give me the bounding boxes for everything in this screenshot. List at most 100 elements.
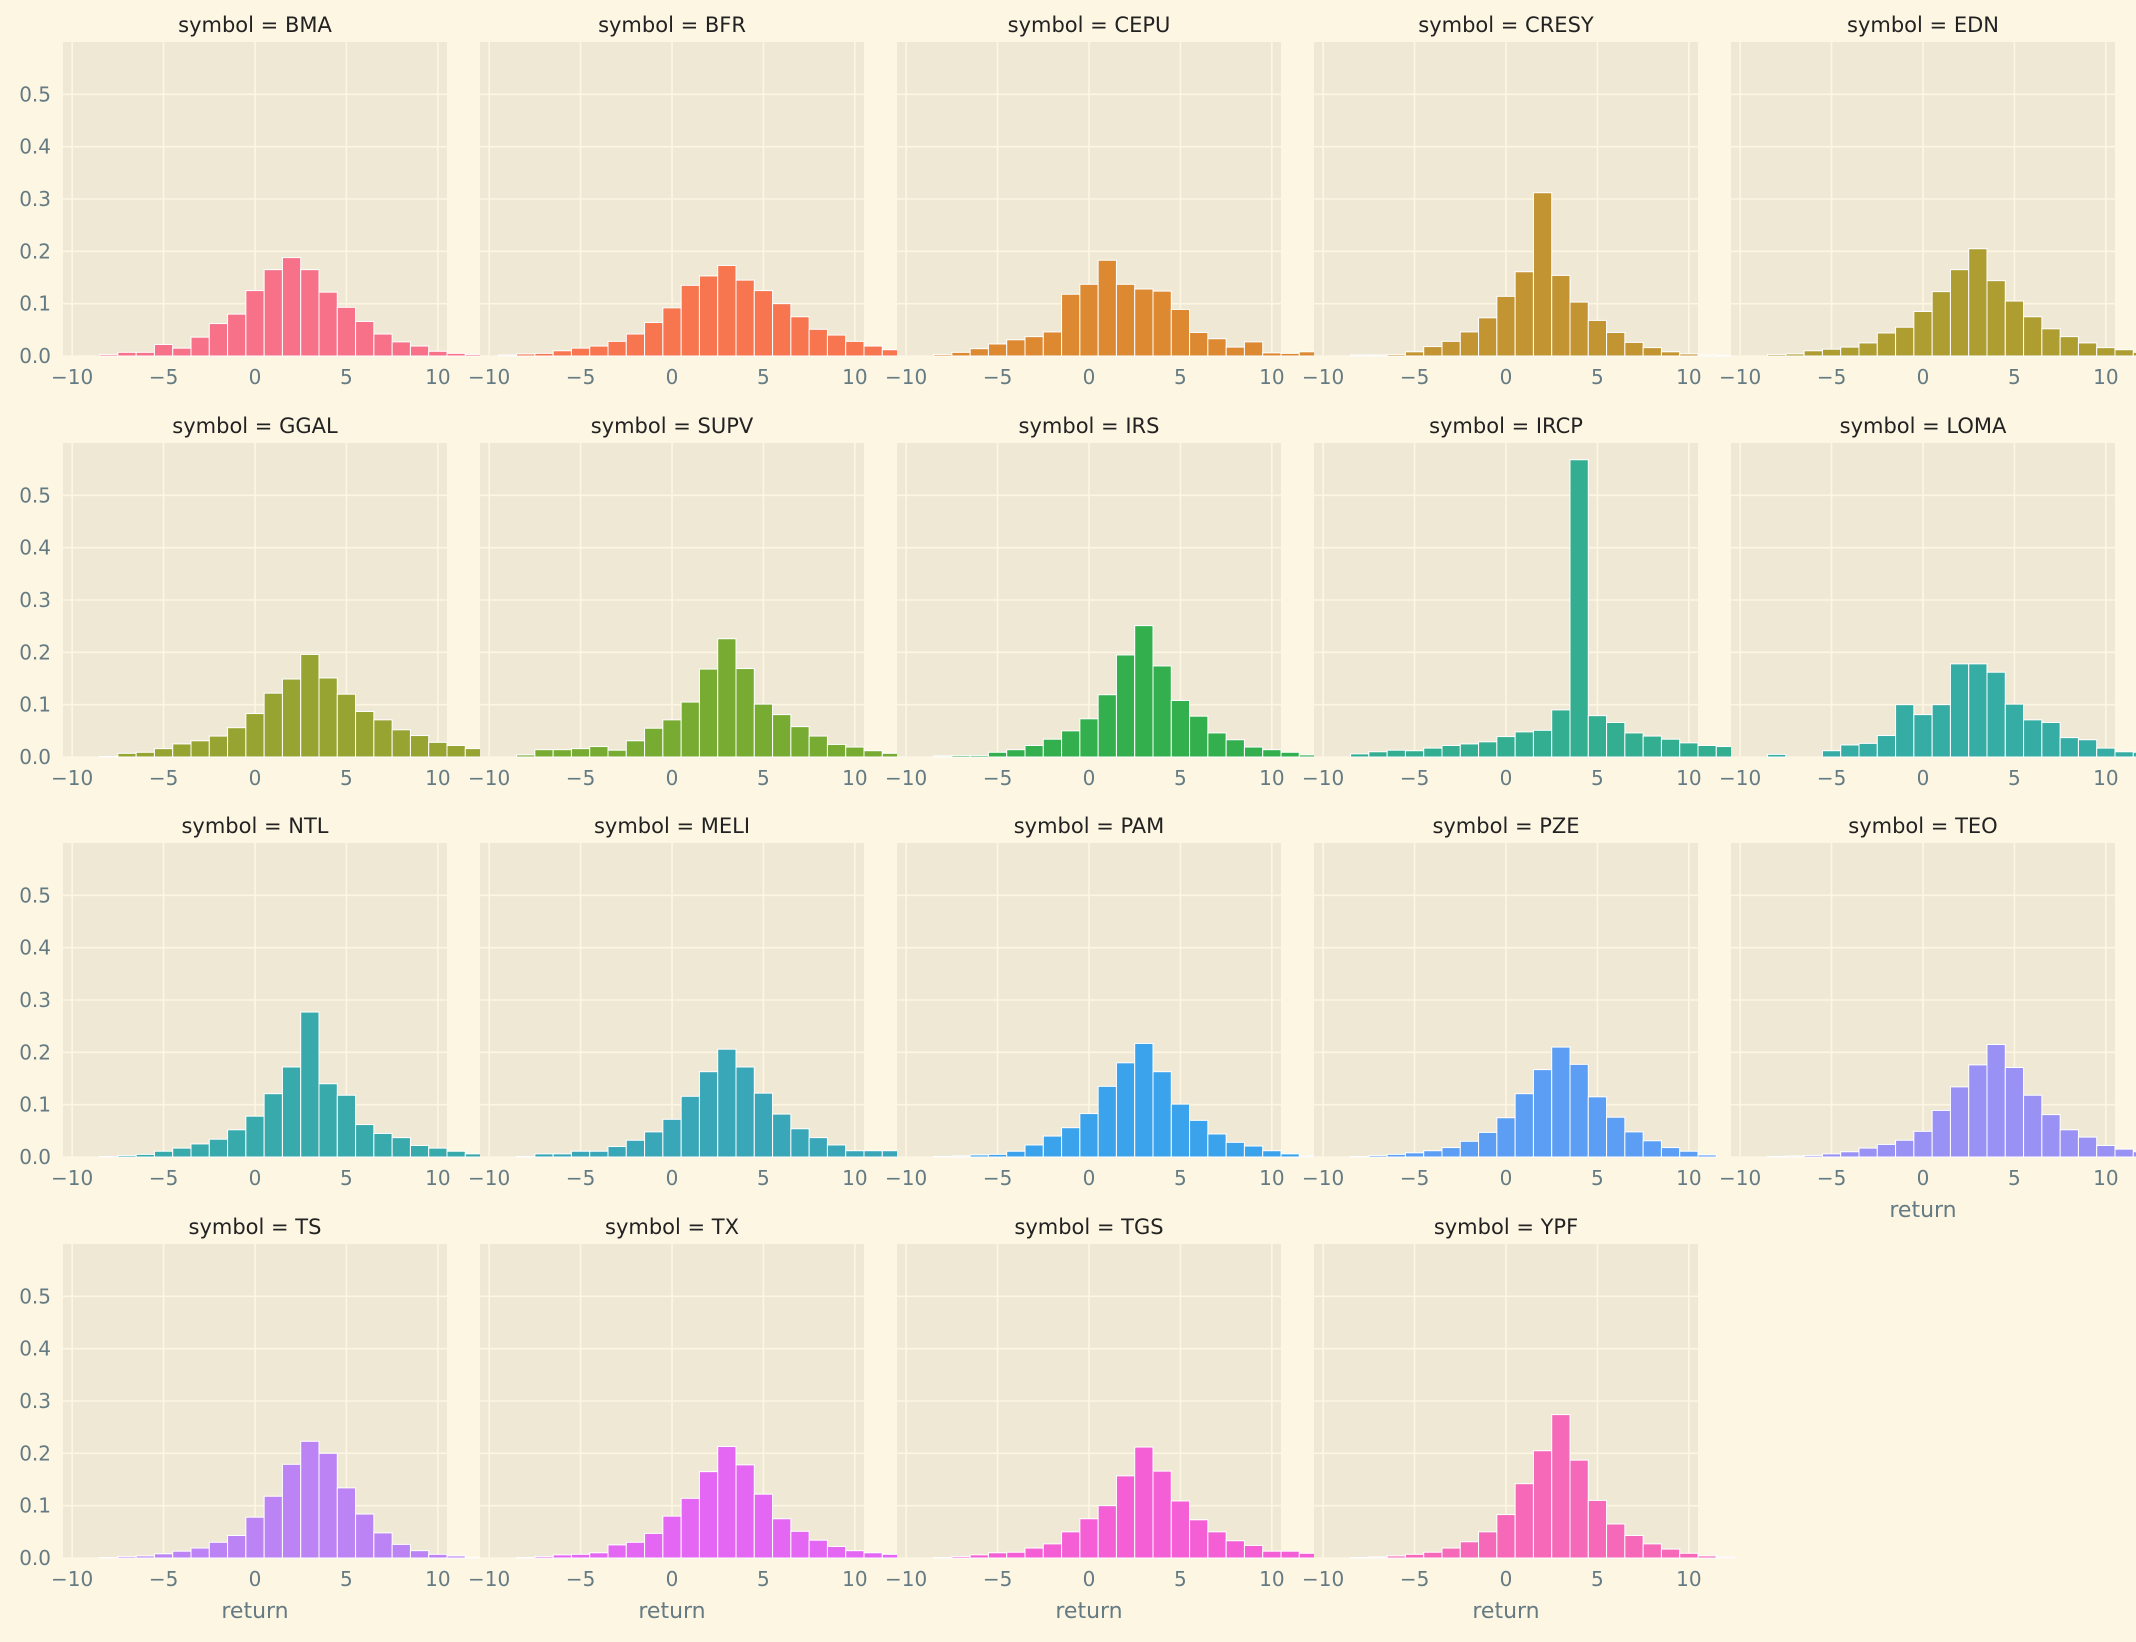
histogram-bar — [227, 727, 247, 758]
histogram-bar — [1441, 340, 1461, 357]
x-tick-label: −5 — [1817, 766, 1846, 790]
histogram-bar — [717, 1048, 737, 1158]
histogram-bar — [845, 1150, 865, 1158]
histogram-bar — [2023, 719, 2043, 758]
x-tick-label: −5 — [566, 1166, 595, 1190]
histogram-bar — [534, 1153, 554, 1158]
facet-panel: symbol = NTL −10 −5 0 5 10 0.0 0.1 0.2 0.3 0.4 0.5 — [19, 814, 503, 1190]
histogram-bar — [1024, 744, 1044, 758]
histogram-bar — [1697, 1555, 1717, 1559]
x-tick-label: −5 — [149, 766, 178, 790]
histogram-bar — [735, 1066, 755, 1158]
histogram-bar — [1386, 353, 1406, 357]
histogram-bar — [516, 754, 536, 758]
y-tick-label: 0.1 — [19, 1494, 51, 1518]
x-tick-label: 0 — [249, 766, 262, 790]
histogram-bar — [1642, 1543, 1662, 1559]
histogram-bar — [753, 1092, 774, 1158]
histogram-bar — [516, 353, 536, 357]
histogram-bar — [1280, 1550, 1300, 1559]
x-tick-label: −10 — [1302, 1166, 1344, 1190]
histogram-bar — [1423, 1150, 1443, 1158]
histogram-bar — [2004, 703, 2025, 758]
histogram-bar — [969, 754, 989, 758]
histogram-bar — [227, 1534, 247, 1559]
histogram-bar — [698, 668, 719, 758]
histogram-bar — [1006, 339, 1026, 357]
histogram-bar — [1478, 317, 1498, 357]
histogram-bar — [281, 1066, 302, 1158]
histogram-bar — [2077, 1136, 2098, 1158]
histogram-bar — [1569, 459, 1589, 758]
histogram-bar — [2114, 1148, 2134, 1158]
histogram-bar — [1986, 280, 2006, 357]
histogram-bar — [1024, 1547, 1044, 1559]
histogram-bar — [1350, 753, 1370, 758]
x-axis-label: return — [1055, 1599, 1122, 1624]
facet-panel: symbol = PAM −10 −5 0 5 10 — [885, 814, 1319, 1190]
histogram-bar — [2096, 747, 2116, 758]
x-tick-label: 0 — [249, 1567, 262, 1591]
histogram-bar — [933, 1556, 953, 1559]
x-tick-label: −5 — [149, 365, 178, 389]
histogram-bar — [1024, 1144, 1044, 1158]
facet-panel: symbol = LOMA −10 −5 0 5 10 — [1719, 414, 2136, 790]
x-tick-label: 5 — [1174, 365, 1187, 389]
histogram-bar — [190, 740, 210, 758]
histogram-bar — [1679, 1150, 1699, 1158]
x-tick-label: 0 — [1083, 1567, 1096, 1591]
x-tick-label: −5 — [1400, 1567, 1429, 1591]
histogram-bar — [987, 751, 1008, 758]
histogram-bar — [1624, 1534, 1644, 1559]
histogram-bar — [1042, 331, 1063, 357]
histogram-bar — [534, 1555, 554, 1559]
histogram-bar — [1551, 1414, 1571, 1559]
panel-title: symbol = TGS — [1014, 1215, 1163, 1239]
x-tick-label: 10 — [1259, 766, 1284, 790]
histogram-bar — [1785, 353, 1805, 357]
histogram-bar — [698, 275, 719, 357]
histogram-bar — [1441, 744, 1461, 758]
facet-panel: symbol = PZE −10 −5 0 5 10 — [1302, 814, 1717, 1190]
histogram-bar — [1262, 352, 1282, 357]
histogram-bar — [190, 1143, 210, 1158]
histogram-bar — [373, 333, 393, 357]
histogram-bar — [772, 1518, 792, 1559]
x-tick-label: 5 — [1591, 1166, 1604, 1190]
histogram-bar — [644, 322, 664, 357]
histogram-bar — [1624, 341, 1644, 357]
histogram-bar — [1459, 1541, 1480, 1559]
histogram-bar — [1459, 743, 1480, 758]
histogram-bar — [863, 1552, 883, 1559]
panel-title: symbol = SUPV — [591, 414, 754, 438]
histogram-bar — [1350, 354, 1370, 357]
histogram-bar — [355, 320, 375, 357]
y-tick-label: 0.4 — [19, 135, 51, 159]
x-tick-label: 0 — [1500, 365, 1513, 389]
histogram-bar — [1679, 353, 1699, 357]
x-tick-label: −10 — [1302, 365, 1344, 389]
histogram-bar — [208, 1541, 229, 1559]
histogram-bar — [845, 340, 865, 357]
histogram-bar — [1986, 671, 2006, 758]
x-tick-label: 0 — [1500, 766, 1513, 790]
x-tick-label: 10 — [1259, 1567, 1284, 1591]
histogram-bar — [1350, 1556, 1370, 1559]
histogram-bar — [969, 348, 989, 357]
histogram-bar — [1404, 1152, 1425, 1158]
panel-title: symbol = PAM — [1014, 814, 1165, 838]
histogram-bar — [1551, 274, 1571, 357]
histogram-bar — [1170, 699, 1191, 758]
panel-title: symbol = YPF — [1434, 1215, 1578, 1239]
histogram-bar — [99, 353, 119, 357]
histogram-bar — [1134, 1446, 1154, 1559]
histogram-bar — [1207, 338, 1227, 357]
histogram-bar — [409, 1550, 430, 1559]
histogram-bar — [863, 345, 883, 357]
histogram-bar — [2132, 751, 2136, 758]
histogram-bar — [1225, 1141, 1245, 1158]
histogram-bar — [172, 1147, 192, 1158]
histogram-bar — [1243, 1544, 1264, 1559]
